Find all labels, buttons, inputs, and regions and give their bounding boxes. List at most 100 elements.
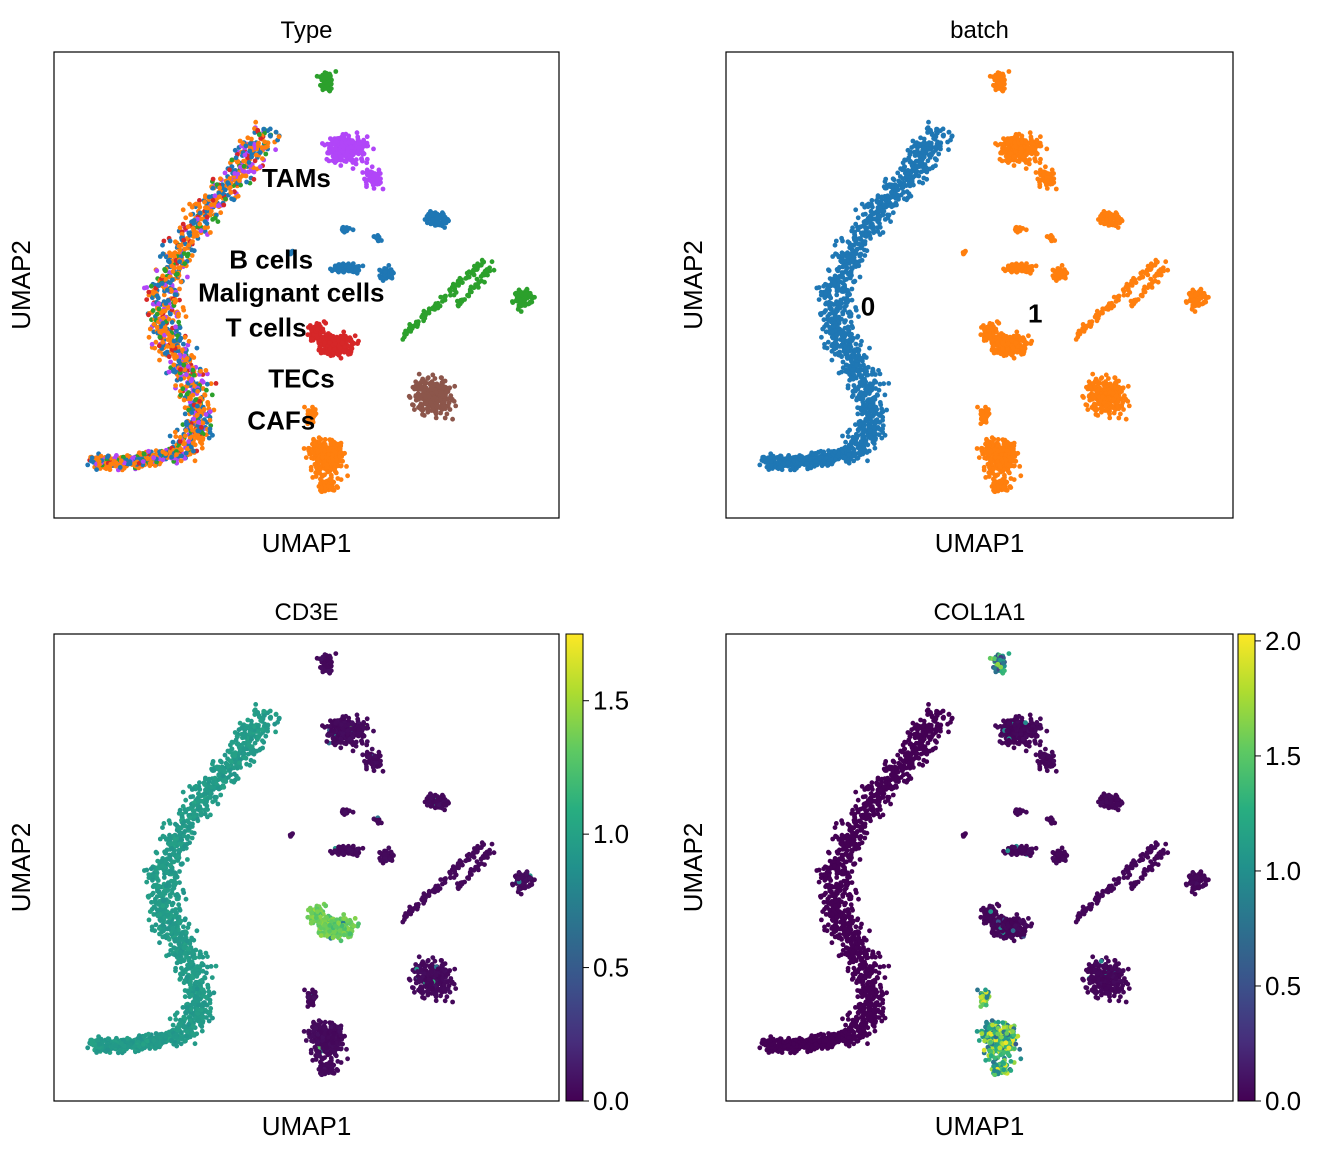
data-point [341,329,347,335]
data-point [328,86,334,91]
data-point [428,386,434,392]
data-point [335,351,340,357]
data-point [183,314,189,319]
data-point [426,309,432,314]
data-point [333,69,339,74]
data-point [195,388,201,394]
data-point [361,138,367,144]
data-point [156,301,162,307]
data-point [418,401,424,407]
data-point [89,455,95,461]
data-point [200,437,206,443]
category-label: TECs [268,364,334,394]
data-point [323,320,329,326]
data-point [364,182,369,188]
data-point [338,163,344,168]
data-point [516,304,522,310]
data-point [895,196,901,202]
data-point [189,204,195,210]
data-point [273,147,278,153]
data-point [362,176,367,182]
data-point [231,197,237,203]
data-point [328,266,333,272]
data-point [210,176,216,182]
data-point [244,179,250,185]
data-point [319,485,324,491]
data-point [173,383,179,388]
data-point [167,280,173,286]
data-point [191,355,197,360]
data-point [177,439,183,444]
data-point [886,381,892,386]
data-point [166,316,172,322]
data-point [446,218,451,224]
data-point [150,308,156,313]
data-point [157,254,163,259]
data-point [908,193,914,199]
data-point [453,403,459,409]
data-point [162,351,168,356]
data-point [170,343,176,349]
data-point [132,461,138,466]
data-point [325,82,330,88]
data-point [865,458,870,464]
data-point [204,387,209,393]
data-point [407,322,413,327]
data-point [816,285,822,290]
data-point [355,150,361,156]
data-point [205,400,211,405]
data-point [1080,322,1086,327]
data-point [412,322,418,328]
data-point [194,345,200,351]
data-point [981,323,986,328]
data-point [182,441,187,446]
data-point [180,347,185,353]
data-point [199,378,205,384]
data-point [144,285,150,290]
data-point [1011,163,1017,168]
data-point [915,173,921,178]
data-point [360,263,366,269]
data-point [316,435,322,441]
data-point [338,355,344,361]
data-point [347,348,353,354]
data-point [380,186,386,192]
x-axis-label: UMAP1 [262,528,352,558]
data-point [369,164,375,170]
data-point [455,280,461,286]
data-point [309,455,314,461]
data-point [322,340,327,346]
data-point [160,309,166,314]
data-point [1027,130,1033,136]
data-point [352,333,358,339]
data-point [172,429,178,435]
data-point [419,378,425,384]
data-point [191,228,197,234]
data-point [210,197,216,203]
data-point [177,286,182,292]
data-point [222,187,228,193]
data-point [197,221,203,227]
data-point [178,458,184,464]
data-point [259,145,265,150]
data-point [872,445,878,451]
data-point [459,299,465,304]
data-point [180,221,186,227]
data-point [339,140,344,145]
data-point [188,212,194,218]
data-point [434,215,440,221]
data-point [191,416,197,422]
data-point [342,158,347,164]
data-point [198,425,204,430]
data-point [527,293,533,299]
data-point [183,450,189,456]
data-point [207,430,213,435]
data-point [160,321,166,326]
data-point [918,135,923,141]
data-point [1085,407,1091,412]
data-point [324,462,330,468]
data-point [457,275,463,281]
data-point [359,158,365,164]
data-point [174,452,179,457]
